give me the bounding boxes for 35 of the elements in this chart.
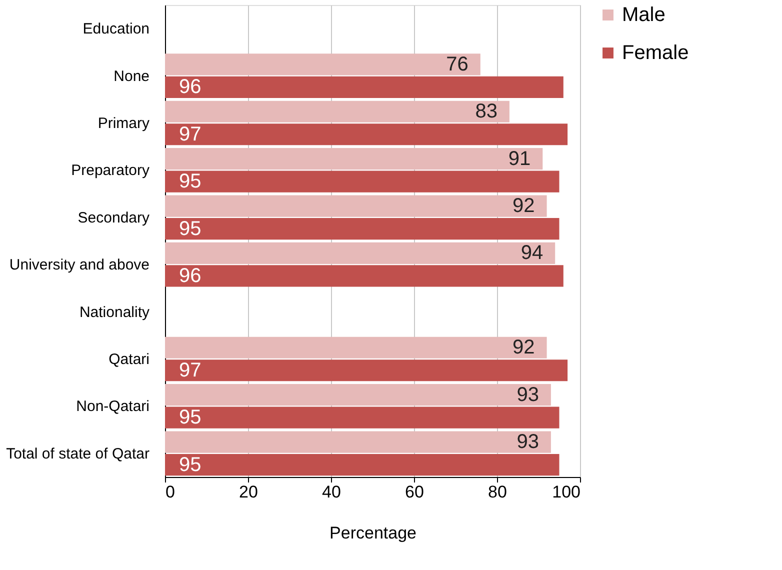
y-tick-label: Secondary	[78, 209, 150, 226]
data-label: 93	[516, 431, 539, 454]
data-label: 95	[179, 454, 202, 476]
y-tick-label: Education	[82, 20, 150, 38]
x-tick-label: 100	[552, 482, 580, 502]
y-tick-label: None	[114, 68, 150, 85]
y-tick-label: Total of state of Qatar	[6, 445, 150, 462]
data-label: 91	[508, 148, 531, 170]
y-tick-label: Nationality	[79, 304, 150, 321]
data-label: 95	[179, 170, 202, 193]
x-axis-title: Percentage	[330, 524, 416, 542]
y-tick-label: Primary	[98, 115, 150, 132]
data-label: 92	[512, 195, 535, 218]
y-tick-label: Qatari	[108, 351, 150, 368]
legend-label: Female	[622, 42, 689, 64]
data-label: 95	[179, 406, 202, 429]
x-tick-label: 60	[405, 482, 424, 502]
x-tick-label: 40	[322, 482, 341, 502]
x-tick-label: 0	[166, 482, 175, 502]
legend-label: Male	[622, 4, 666, 26]
x-tick-label: 20	[239, 482, 258, 502]
data-label: 97	[179, 123, 202, 146]
data-label: 83	[475, 100, 498, 123]
data-label: 96	[179, 76, 202, 98]
data-label: 95	[179, 218, 202, 240]
data-label: 92	[512, 336, 535, 359]
y-tick-label: University and above	[9, 256, 150, 274]
data-label: 94	[520, 242, 544, 264]
data-label: 96	[179, 264, 202, 287]
x-tick-label: 80	[488, 482, 507, 502]
data-label: 97	[179, 359, 202, 382]
y-tick-label: Preparatory	[71, 162, 150, 180]
data-label: 76	[446, 53, 468, 76]
y-tick-label: Non-Qatari	[76, 398, 150, 416]
data-label: 93	[516, 384, 539, 406]
